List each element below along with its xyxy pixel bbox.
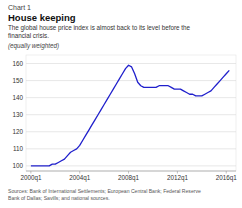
- y-tick-label: 120: [12, 128, 23, 135]
- y-axis-label: (equally weighted): [8, 42, 59, 50]
- grid-line: [26, 165, 236, 166]
- y-tick-label: 140: [12, 94, 23, 101]
- grid-line: [26, 80, 236, 81]
- grid-line: [26, 63, 236, 64]
- grid-line: [26, 148, 236, 149]
- source-line: Sources: Bank of International Settlemen…: [8, 188, 201, 194]
- x-axis-line: [26, 171, 236, 172]
- subtitle-line: financial crisis.: [8, 32, 49, 39]
- subtitle: The global house price index is almost b…: [8, 24, 191, 39]
- source-line: Bank of Dallas; Savills; and national so…: [8, 195, 110, 201]
- y-tick-label: 100: [12, 162, 23, 169]
- title: House keeping: [8, 12, 76, 23]
- y-tick-label: 130: [12, 111, 23, 118]
- supertitle-line: Chart 1: [8, 4, 31, 11]
- x-tick-label: 2004q1: [69, 174, 91, 182]
- chart: Chart 1House keepingThe global house pri…: [0, 0, 242, 208]
- grid-line: [26, 97, 236, 98]
- x-tick-label: 2000q1: [20, 174, 42, 182]
- y-axis-label-line: (equally weighted): [8, 42, 59, 50]
- x-tick-label: 2012q1: [167, 174, 189, 182]
- y-tick-label: 150: [12, 77, 23, 84]
- grid-line: [26, 131, 236, 132]
- supertitle: Chart 1: [8, 4, 31, 11]
- title-line: House keeping: [8, 12, 76, 23]
- x-tick-label: 2016q1: [216, 174, 238, 182]
- grid-line: [26, 114, 236, 115]
- y-tick-label: 160: [12, 60, 23, 67]
- x-tick-label: 2008q1: [118, 174, 140, 182]
- y-tick-label: 110: [13, 145, 24, 152]
- line: [31, 65, 229, 166]
- plot-frame: [26, 55, 236, 171]
- plot-area: [31, 65, 229, 166]
- source: Sources: Bank of International Settlemen…: [8, 188, 201, 201]
